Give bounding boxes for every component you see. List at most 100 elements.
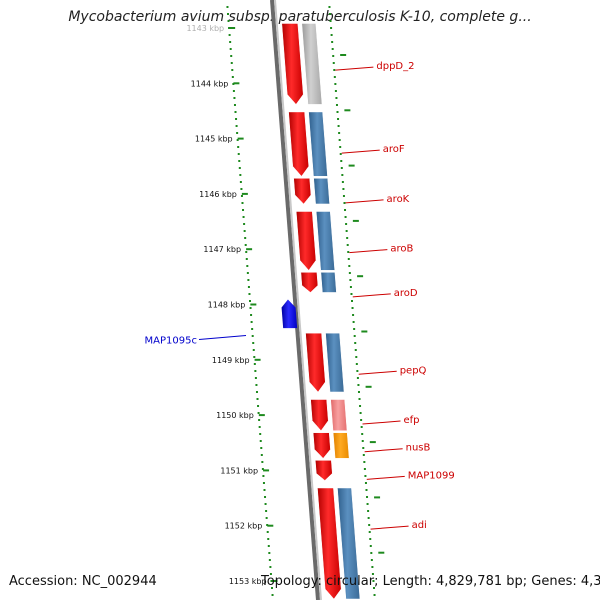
- axis-dot-right: [334, 90, 337, 92]
- minor-tick-mark: [361, 330, 368, 333]
- axis-dot-left: [232, 90, 235, 92]
- axis-dot-right: [346, 237, 349, 239]
- axis-dot-right: [338, 139, 341, 141]
- axis-dot-right: [353, 328, 356, 330]
- gene-label-aroK: aroK: [387, 194, 410, 205]
- axis-dot-left: [234, 111, 237, 113]
- axis-dot-right: [355, 356, 358, 358]
- axis-dot-right: [363, 468, 366, 470]
- axis-dot-left: [232, 83, 235, 85]
- axis-dot-right: [341, 181, 344, 183]
- axis-dot-left: [267, 545, 270, 547]
- axis-dot-left: [229, 48, 232, 50]
- axis-dot-right: [351, 307, 354, 309]
- leader-line-MAP1095c: [198, 335, 247, 341]
- minor-tick-mark: [374, 496, 381, 499]
- axis-dot-left: [267, 538, 270, 540]
- axis-dot-right: [337, 118, 340, 120]
- gene-arrow-aroK: [293, 178, 312, 205]
- axis-dot-right: [371, 573, 374, 575]
- axis-dot-right: [329, 20, 332, 22]
- axis-dot-left: [245, 258, 248, 260]
- axis-dot-left: [271, 594, 274, 596]
- axis-dot-right: [350, 293, 353, 295]
- axis-dot-right: [341, 174, 344, 176]
- gene-track: [281, 23, 342, 600]
- axis-dot-left: [247, 286, 250, 288]
- cds-block-aroK: [313, 178, 330, 205]
- axis-dot-right: [347, 251, 350, 253]
- axis-dot-left: [260, 454, 263, 456]
- axis-dot-left: [261, 461, 264, 463]
- axis-dot-left: [265, 517, 268, 519]
- gene-labels: dppD_2 aroF aroK aroB aroD MAP1095c pepQ efp nus…: [145, 61, 455, 531]
- axis-dot-left: [228, 27, 231, 29]
- axis-dot-right: [348, 272, 351, 274]
- gene-arrow-adi: [317, 487, 342, 600]
- scale-tick-mark: [263, 469, 270, 472]
- axis-dot-left: [261, 468, 264, 470]
- axis-dot-right: [357, 384, 360, 386]
- minor-tick-mark: [365, 385, 372, 388]
- gene-arrow-aroD: [300, 272, 319, 293]
- axis-dot-left: [235, 125, 238, 127]
- axis-dot-left: [244, 237, 247, 239]
- axis-dot-left: [229, 41, 232, 43]
- axis-dot-right: [333, 76, 336, 78]
- axis-dot-right: [361, 440, 364, 442]
- scale-tick-label: 1146 kbp: [199, 190, 237, 199]
- axis-dot-left: [242, 216, 245, 218]
- axis-dot-right: [347, 258, 350, 260]
- axis-dot-left: [264, 496, 267, 498]
- scale-tick-label: 1147 kbp: [203, 245, 241, 254]
- axis-dot-right: [361, 433, 364, 435]
- gene-label-dppD_2: dppD_2: [376, 61, 414, 72]
- scale-tick-mark: [229, 27, 236, 29]
- axis-dot-right: [328, 13, 331, 15]
- axis-dot-right: [328, 6, 331, 8]
- scale-tick-label: 1148 kbp: [208, 301, 246, 310]
- axis-dot-left: [242, 209, 245, 211]
- axis-dot-right: [359, 412, 362, 414]
- gene-label-aroD: aroD: [394, 288, 418, 299]
- axis-dot-left: [237, 146, 240, 148]
- axis-dot-left: [233, 104, 236, 106]
- axis-dot-right: [340, 160, 343, 162]
- scale-tick-mark: [241, 192, 248, 195]
- axis-dot-right: [355, 363, 358, 365]
- scale-tick-label: 1145 kbp: [195, 135, 233, 144]
- minor-tick-mark: [378, 551, 385, 554]
- gene-label-adi: adi: [412, 520, 427, 531]
- axis-dot-right: [345, 223, 348, 225]
- axis-dot-right: [362, 447, 365, 449]
- scale-axis: [226, 6, 376, 596]
- axis-dot-right: [330, 27, 333, 29]
- gene-arrow-efp: [310, 399, 329, 432]
- gene-arrow-nusB: [312, 432, 331, 459]
- axis-dot-right: [357, 391, 360, 393]
- axis-dot-right: [330, 34, 333, 36]
- axis-dot-left: [238, 167, 241, 169]
- axis-dot-left: [243, 230, 246, 232]
- axis-dot-right: [331, 41, 334, 43]
- axis-dot-left: [253, 356, 256, 358]
- leader-line-adi: [370, 525, 409, 530]
- axis-dot-right: [365, 489, 368, 491]
- axis-dot-right: [337, 125, 340, 127]
- axis-dot-left: [251, 335, 254, 337]
- axis-dot-right: [342, 188, 345, 190]
- axis-dot-right: [359, 405, 362, 407]
- axis-dot-left: [237, 153, 240, 155]
- minor-tick-mark: [348, 164, 355, 167]
- axis-dot-left: [241, 202, 244, 204]
- axis-dot-left: [259, 433, 262, 435]
- axis-dot-left: [231, 76, 234, 78]
- axis-dot-right: [360, 419, 363, 421]
- gene-label-pepQ: pepQ: [400, 365, 427, 376]
- axis-dot-left: [238, 160, 241, 162]
- gene-label-MAP1095c: MAP1095c: [145, 336, 197, 347]
- minor-tick-mark: [369, 441, 376, 444]
- axis-dot-left: [239, 181, 242, 183]
- axis-dot-left: [243, 223, 246, 225]
- cds-block-pepQ: [325, 332, 345, 393]
